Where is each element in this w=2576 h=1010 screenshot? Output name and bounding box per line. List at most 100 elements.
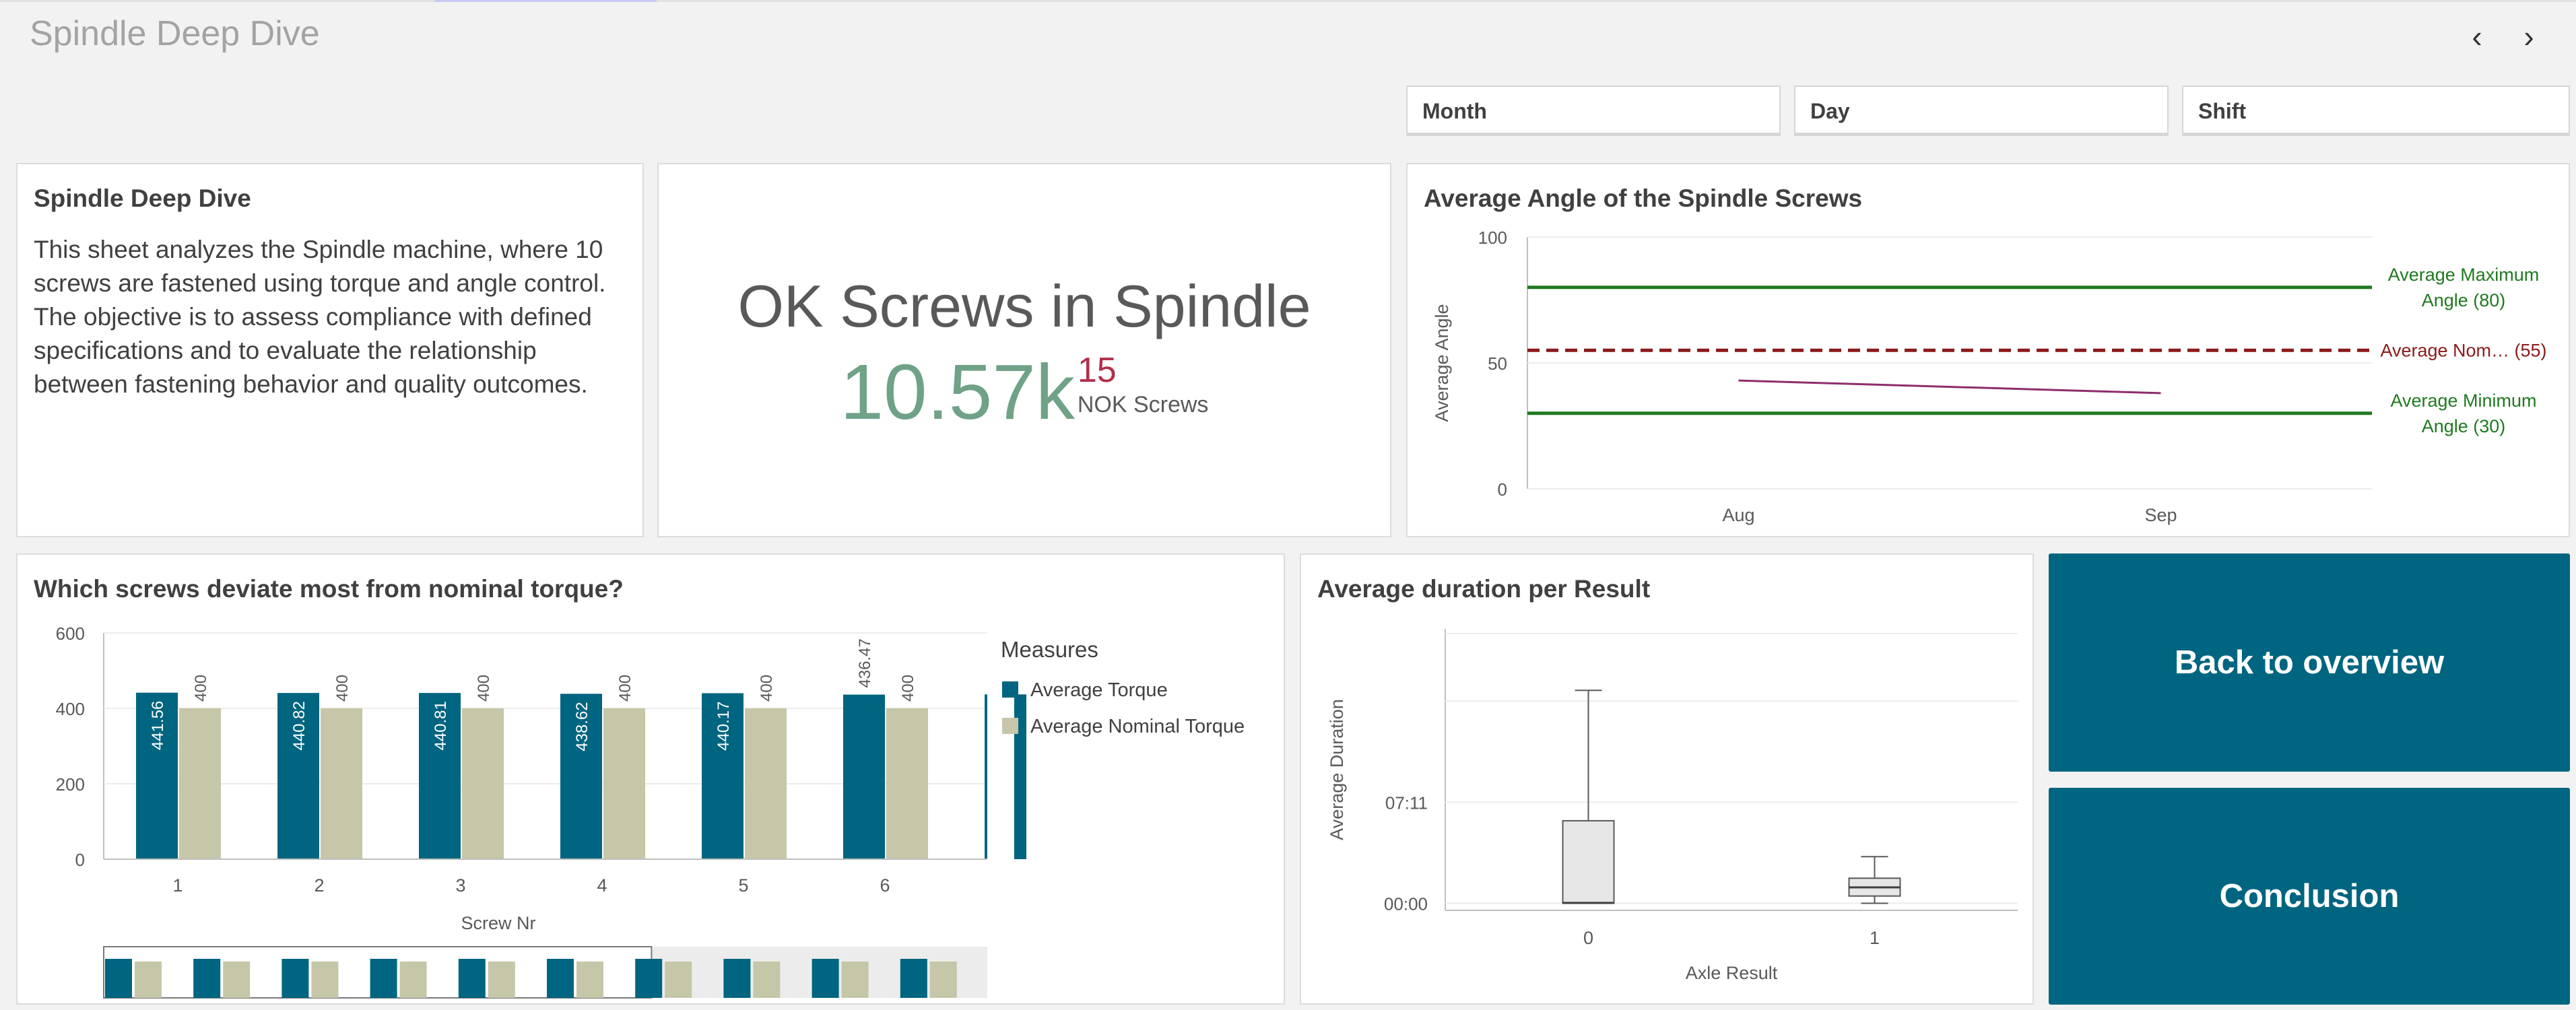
data-label-average-nominal-torque: 400 bbox=[192, 675, 210, 702]
minimap-bar bbox=[665, 962, 692, 998]
duration-chart[interactable]: 00:00 07:11 Average Duration Axle Result 0 1 bbox=[1301, 555, 2033, 1003]
active-tab-indicator bbox=[434, 0, 657, 2]
reference-line-label: Average Minimum bbox=[2390, 391, 2536, 411]
minimap-bar bbox=[399, 962, 427, 998]
data-label-average-torque: 440.82 bbox=[290, 701, 308, 750]
legend-entry: Average Nominal Torque bbox=[1030, 716, 1245, 737]
plot-clip bbox=[987, 626, 1014, 866]
data-label-average-nominal-torque: 400 bbox=[758, 675, 776, 702]
chevron-left-icon: ‹ bbox=[2472, 19, 2482, 54]
x-tick-label: 5 bbox=[738, 875, 748, 896]
torque-chart-panel[interactable]: Which screws deviate most from nominal t… bbox=[16, 553, 1285, 1005]
conclusion-button[interactable]: Conclusion bbox=[2049, 788, 2570, 1005]
x-tick-label: Aug bbox=[1722, 505, 1754, 525]
minimap-bar bbox=[458, 959, 486, 998]
minimap-bar bbox=[105, 959, 132, 998]
series-line bbox=[1738, 379, 2161, 395]
angle-chart[interactable]: 0 50 100 Average Angle Aug Sep Average Maximum… bbox=[1408, 164, 2569, 536]
minimap-bar bbox=[576, 962, 603, 998]
torque-chart-title: Which screws deviate most from nominal t… bbox=[34, 575, 624, 603]
bar-average-torque bbox=[702, 693, 744, 859]
filter-day-label: Day bbox=[1810, 99, 1850, 123]
data-label-average-nominal-torque: 400 bbox=[333, 675, 352, 702]
minimap-bar bbox=[135, 962, 162, 998]
x-tick-label: 1 bbox=[1870, 928, 1880, 948]
x-tick-label: 0 bbox=[1583, 928, 1593, 948]
duration-chart-title: Average duration per Result bbox=[1317, 575, 1651, 603]
bar-average-nominal-torque bbox=[886, 708, 928, 859]
x-axis-title: Axle Result bbox=[1686, 963, 1778, 983]
x-axis-title: Screw Nr bbox=[461, 913, 535, 933]
bar-average-torque bbox=[419, 693, 461, 859]
minimap-bar bbox=[812, 959, 839, 998]
bar-average-torque bbox=[277, 693, 319, 859]
filter-shift[interactable]: Shift bbox=[2182, 86, 2570, 136]
kpi-main-value: 10.57k bbox=[840, 348, 1075, 436]
kpi-panel[interactable]: OK Screws in Spindle 10.57k 15 NOK Screws bbox=[657, 163, 1391, 537]
data-label-average-nominal-torque: 400 bbox=[475, 675, 493, 702]
x-tick-label: 1 bbox=[172, 875, 183, 896]
next-sheet-button[interactable]: › bbox=[2509, 16, 2549, 57]
minimap-bar bbox=[282, 959, 309, 998]
filter-day[interactable]: Day bbox=[1794, 86, 2169, 136]
filter-month[interactable]: Month bbox=[1406, 86, 1781, 136]
kpi-secondary-value: 15 bbox=[1077, 351, 1117, 390]
previous-sheet-button[interactable]: ‹ bbox=[2457, 16, 2497, 57]
chevron-right-icon: › bbox=[2523, 19, 2534, 54]
minimap-bar bbox=[635, 959, 663, 998]
intro-line: This sheet analyzes the Spindle machine,… bbox=[34, 236, 603, 263]
y-tick-label: 0 bbox=[75, 850, 85, 870]
data-label-average-torque: 438.62 bbox=[573, 702, 591, 751]
y-axis-title: Average Angle bbox=[1432, 304, 1452, 422]
minimap-bar bbox=[900, 959, 927, 998]
legend-title: Measures bbox=[1001, 637, 1098, 662]
reference-line-label: Angle (30) bbox=[2422, 416, 2506, 436]
box-iqr bbox=[1562, 819, 1615, 904]
x-tick-label: 6 bbox=[880, 875, 890, 896]
minimap-bar bbox=[193, 959, 221, 998]
duration-chart-panel[interactable]: Average duration per Result 00:00 07:11 Av… bbox=[1300, 553, 2034, 1005]
filter-shift-label: Shift bbox=[2198, 99, 2247, 123]
data-label-average-torque: 440.81 bbox=[432, 701, 450, 750]
bar-average-nominal-torque bbox=[321, 708, 362, 859]
minimap-bar bbox=[929, 962, 957, 998]
data-label-average-torque: 441.56 bbox=[149, 701, 167, 750]
bar-average-nominal-torque bbox=[179, 708, 221, 859]
back-to-overview-button[interactable]: Back to overview bbox=[2049, 553, 2570, 772]
intro-line: screws are fastened using torque and ang… bbox=[34, 269, 606, 297]
reference-line-label: Angle (80) bbox=[2422, 290, 2506, 310]
minimap-bar bbox=[311, 962, 339, 998]
x-tick-label: 2 bbox=[314, 875, 324, 896]
angle-chart-title: Average Angle of the Spindle Screws bbox=[1424, 184, 1863, 212]
intro-title: Spindle Deep Dive bbox=[34, 184, 251, 212]
intro-panel: Spindle Deep Dive This sheet analyzes th… bbox=[16, 163, 644, 537]
y-tick-label: 100 bbox=[1478, 228, 1507, 248]
intro-line: The objective is to assess compliance wi… bbox=[34, 303, 592, 331]
intro-line: between fastening behavior and quality o… bbox=[34, 370, 588, 398]
angle-chart-panel[interactable]: Average Angle of the Spindle Screws 0 50 1… bbox=[1406, 163, 2570, 537]
data-label-average-nominal-torque: 400 bbox=[616, 675, 634, 702]
minimap-bar bbox=[753, 962, 781, 998]
minimap-bar bbox=[370, 959, 397, 998]
y-tick-label: 07:11 bbox=[1385, 793, 1428, 813]
x-tick-label: Sep bbox=[2144, 505, 2177, 525]
y-tick-label: 600 bbox=[56, 624, 85, 644]
data-label-average-torque: 436.47 bbox=[856, 638, 874, 687]
kpi-secondary-label: NOK Screws bbox=[1077, 392, 1209, 417]
x-tick-label: 3 bbox=[455, 875, 465, 896]
y-tick-label: 50 bbox=[1488, 354, 1507, 374]
y-tick-label: 0 bbox=[1498, 479, 1507, 500]
reference-line-label: Average Maximum bbox=[2388, 265, 2540, 285]
minimap-bar bbox=[547, 959, 574, 998]
torque-chart[interactable]: 0 200 400 600 441.56 400 1 440.82 400 2 440.81 400 3… bbox=[18, 555, 1284, 1003]
bar-average-torque bbox=[136, 692, 178, 859]
y-axis-title: Average Duration bbox=[1327, 699, 1347, 840]
reference-line-label: Average Nom… (55) bbox=[2380, 340, 2546, 360]
minimap-bar bbox=[723, 959, 751, 998]
intro-description: This sheet analyzes the Spindle machine,… bbox=[34, 233, 640, 401]
y-tick-label: 200 bbox=[56, 774, 85, 795]
data-label-average-torque: 440.17 bbox=[715, 702, 733, 751]
legend-swatch bbox=[1002, 681, 1018, 698]
y-tick-label: 400 bbox=[56, 699, 85, 719]
minimap-bar bbox=[223, 962, 251, 998]
